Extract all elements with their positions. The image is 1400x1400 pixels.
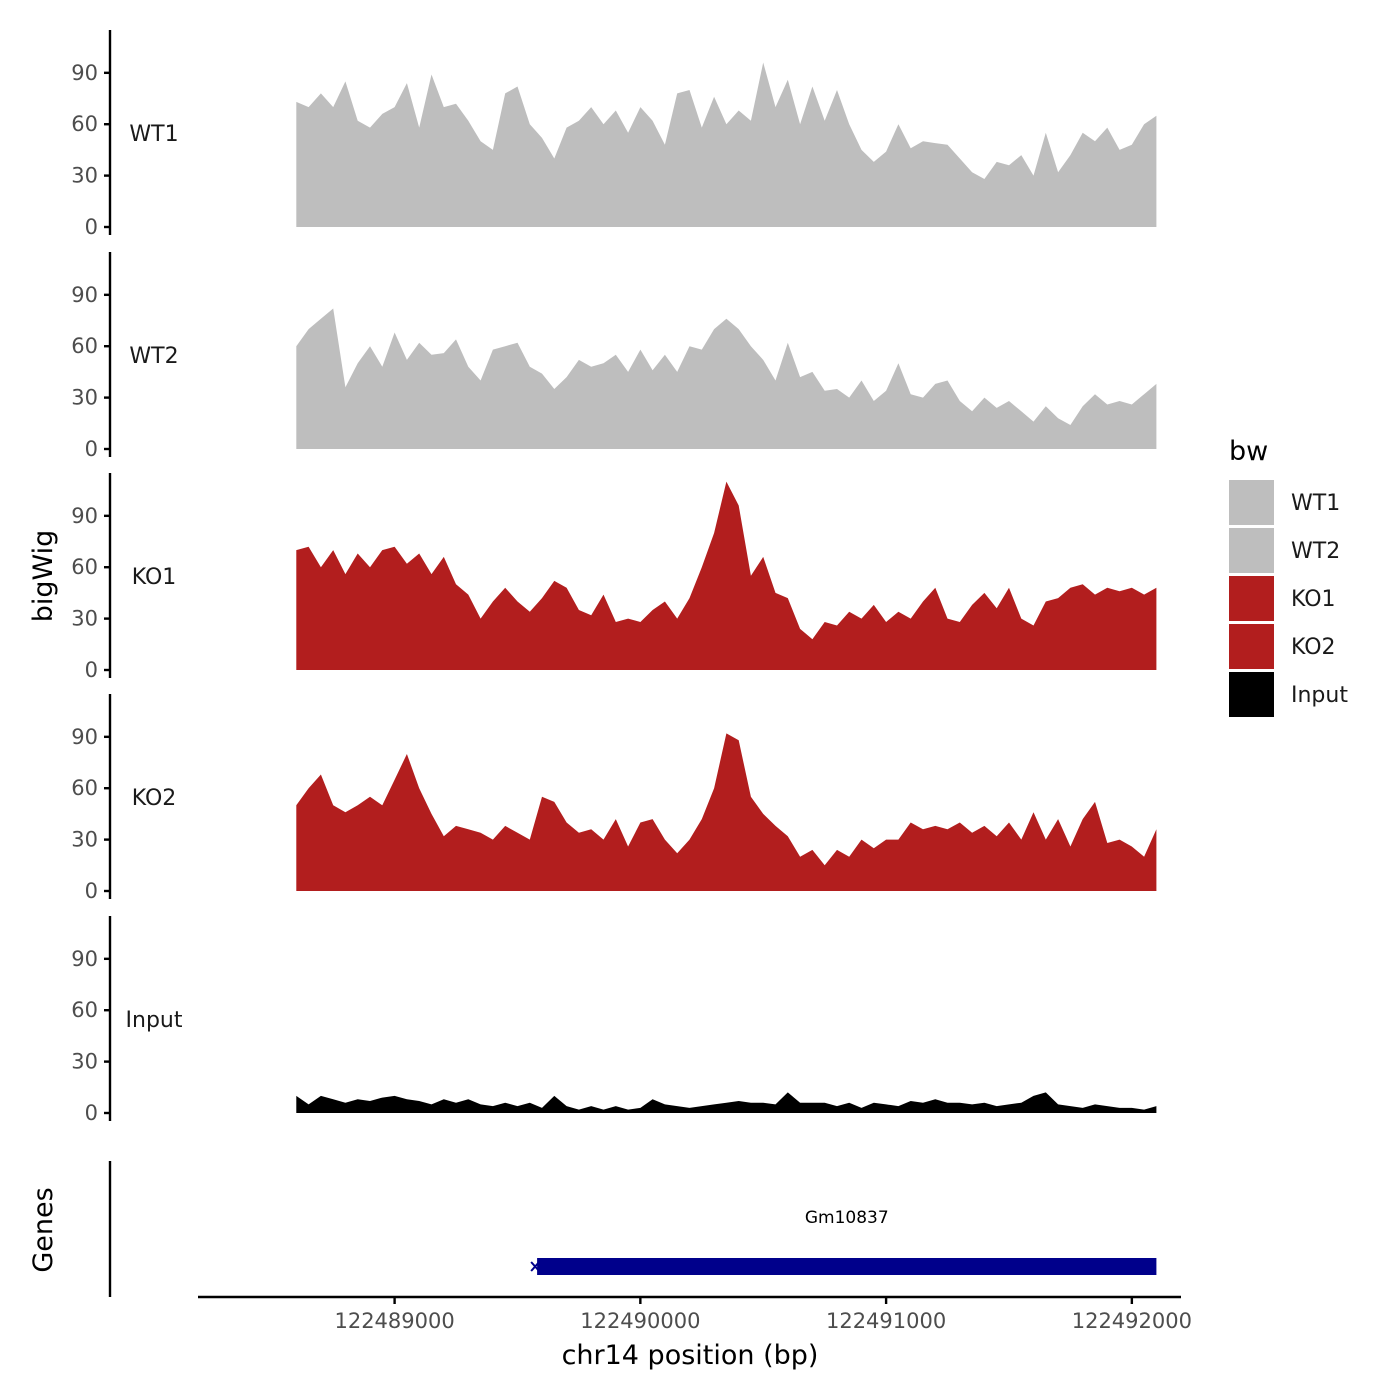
area-wt2 <box>296 308 1157 449</box>
area-wt1 <box>296 62 1157 227</box>
x-axis-title: chr14 position (bp) <box>562 1340 819 1371</box>
legend-swatch <box>1229 576 1274 621</box>
track-label: KO1 <box>132 565 177 590</box>
y-tick-label: 0 <box>85 215 98 239</box>
y-tick-label: 60 <box>71 555 98 579</box>
y-tick-label: 30 <box>71 828 98 852</box>
area-input <box>296 1092 1157 1113</box>
y-tick-label: 90 <box>71 283 98 307</box>
legend-item-wt1: WT1 <box>1229 480 1340 525</box>
y-tick-label: 60 <box>71 776 98 800</box>
legend-swatch <box>1229 672 1274 717</box>
area-ko1 <box>296 481 1157 670</box>
y-tick-label: 30 <box>71 164 98 188</box>
y-tick-label: 30 <box>71 386 98 410</box>
legend-label: WT2 <box>1291 539 1340 564</box>
gene-start-mark <box>530 1261 540 1272</box>
y-tick-label: 60 <box>71 998 98 1022</box>
legend-label: Input <box>1291 683 1348 708</box>
y-tick-label: 0 <box>85 1101 98 1125</box>
y-tick-label: 90 <box>71 725 98 749</box>
y-tick-label: 90 <box>71 947 98 971</box>
area-ko2 <box>296 733 1157 891</box>
legend-label: KO1 <box>1291 587 1336 612</box>
legend-swatch <box>1229 528 1274 573</box>
track-label: WT2 <box>129 344 178 369</box>
track-label: WT1 <box>129 122 178 147</box>
y-tick-label: 90 <box>71 504 98 528</box>
legend-item-ko2: KO2 <box>1229 624 1336 669</box>
genes-axis-title: Genes <box>28 1187 59 1272</box>
gene-label: Gm10837 <box>805 1208 889 1228</box>
track-wt2: 0 30 60 90 WT2 <box>71 252 1157 461</box>
legend-swatch <box>1229 480 1274 525</box>
y-tick-label: 90 <box>71 61 98 85</box>
gene-body <box>537 1258 1157 1275</box>
legend-item-ko1: KO1 <box>1229 576 1336 621</box>
y-tick-label: 0 <box>85 658 98 682</box>
x-tick-label: 122489000 <box>334 1309 454 1333</box>
legend-swatch <box>1229 624 1274 669</box>
y-tick-label: 60 <box>71 112 98 136</box>
y-tick-label: 0 <box>85 437 98 461</box>
legend-label: KO2 <box>1291 635 1336 660</box>
y-tick-label: 60 <box>71 334 98 358</box>
x-axis: 122489000 122490000 122491000 122492000 <box>198 1295 1192 1333</box>
legend-item-input: Input <box>1229 672 1348 717</box>
track-ko2: 0 30 60 90 KO2 <box>71 694 1157 903</box>
legend-item-wt2: WT2 <box>1229 528 1340 573</box>
y-tick-label: 0 <box>85 879 98 903</box>
legend-label: WT1 <box>1291 491 1340 516</box>
y-tick-label: 30 <box>71 607 98 631</box>
track-label: KO2 <box>132 786 177 811</box>
genes-panel: Gm10837 <box>108 1161 1157 1297</box>
x-tick-label: 122491000 <box>826 1309 946 1333</box>
legend: bw WT1 WT2 KO1 KO2 Input <box>1229 436 1348 717</box>
y-tick-label: 30 <box>71 1050 98 1074</box>
x-tick-label: 122490000 <box>580 1309 700 1333</box>
track-ko1: 0 30 60 90 KO1 <box>71 473 1157 682</box>
x-tick-label: 122492000 <box>1072 1309 1192 1333</box>
track-wt1: 0 30 60 90 WT1 <box>71 30 1157 239</box>
track-panels: 0 30 60 90 WT1 0 30 60 90 WT2 0 30 60 90 KO1 0 30 60 90 KO2… <box>71 30 1157 1125</box>
legend-title: bw <box>1229 436 1268 467</box>
track-input: 0 30 60 90 Input <box>71 916 1157 1125</box>
track-label: Input <box>126 1008 183 1033</box>
y-axis-title: bigWig <box>28 530 59 623</box>
